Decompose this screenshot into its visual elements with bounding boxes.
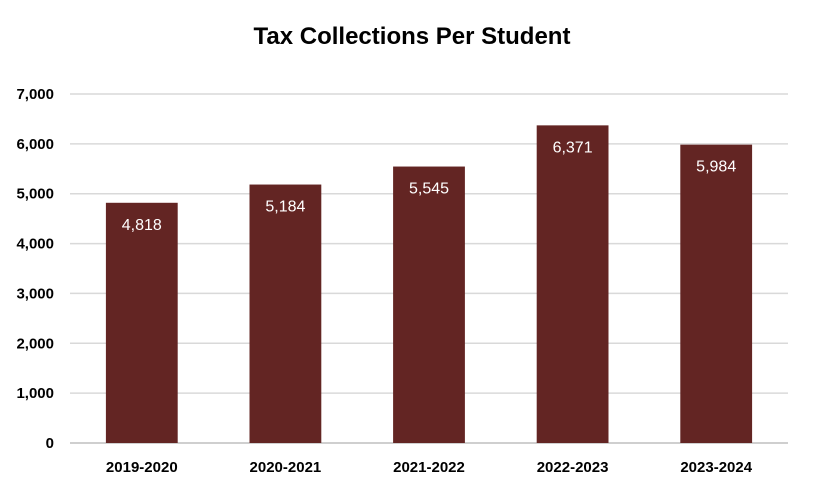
data-label: 4,818 bbox=[122, 217, 162, 234]
data-label: 5,984 bbox=[696, 159, 736, 176]
y-tick-label: 2,000 bbox=[16, 335, 54, 352]
bar bbox=[249, 184, 322, 443]
y-tick-label: 3,000 bbox=[16, 285, 54, 302]
x-axis-tick-labels: 2019-2020 2020-2021 2021-2022 2022-2023 2023… bbox=[106, 459, 753, 476]
bar bbox=[105, 202, 178, 443]
x-tick-label: 2023-2024 bbox=[680, 459, 752, 476]
chart-title: Tax Collections Per Student bbox=[254, 23, 571, 50]
x-tick-label: 2021-2022 bbox=[393, 459, 465, 476]
y-tick-label: 7,000 bbox=[16, 86, 54, 103]
y-tick-label: 4,000 bbox=[16, 236, 54, 253]
x-tick-label: 2020-2021 bbox=[250, 459, 322, 476]
y-axis-tick-labels: 0 1,000 2,000 3,000 4,000 5,000 6,000 7,000 bbox=[16, 86, 54, 452]
x-tick-label: 2022-2023 bbox=[537, 459, 609, 476]
bars bbox=[105, 125, 753, 444]
bar bbox=[536, 125, 609, 444]
data-label: 6,371 bbox=[553, 139, 593, 156]
y-tick-label: 1,000 bbox=[16, 385, 54, 402]
data-label: 5,184 bbox=[265, 199, 305, 216]
y-tick-label: 5,000 bbox=[16, 186, 54, 203]
bar bbox=[680, 144, 753, 444]
data-label: 5,545 bbox=[409, 181, 449, 198]
y-tick-label: 6,000 bbox=[16, 136, 54, 153]
x-tick-label: 2019-2020 bbox=[106, 459, 178, 476]
data-labels: 4,818 5,184 5,545 6,371 5,984 bbox=[122, 139, 737, 233]
y-tick-label: 0 bbox=[46, 435, 54, 452]
bar bbox=[393, 166, 465, 443]
